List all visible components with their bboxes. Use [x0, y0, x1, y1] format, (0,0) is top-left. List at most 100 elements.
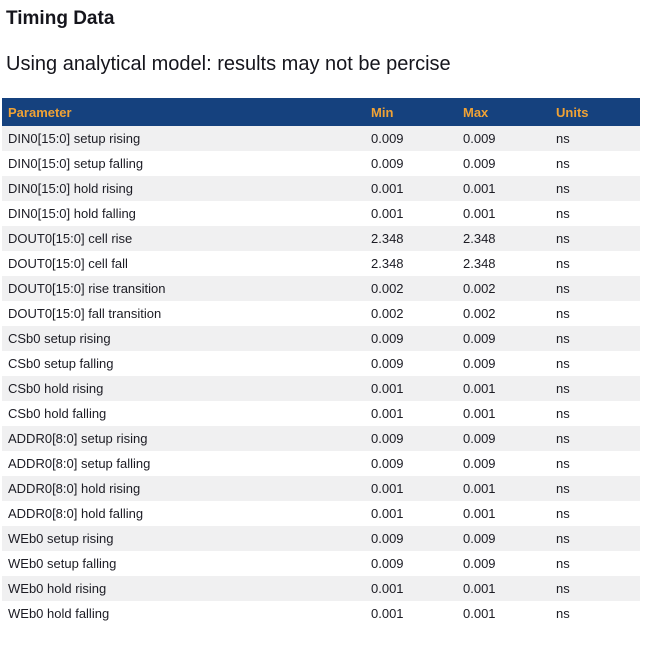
- cell-units: ns: [556, 531, 570, 546]
- cell-min: 0.009: [371, 456, 404, 471]
- table-row: WEb0 hold rising 0.001 0.001 ns: [2, 576, 640, 601]
- cell-units: ns: [556, 381, 570, 396]
- column-header-min: Min: [367, 98, 459, 126]
- cell-min: 0.002: [371, 306, 404, 321]
- cell-min: 0.001: [371, 381, 404, 396]
- cell-max: 0.001: [463, 406, 496, 421]
- cell-max: 0.009: [463, 531, 496, 546]
- cell-units: ns: [556, 331, 570, 346]
- column-header-units: Units: [552, 98, 640, 126]
- cell-max: 0.001: [463, 181, 496, 196]
- table-row: CSb0 hold falling 0.001 0.001 ns: [2, 401, 640, 426]
- cell-parameter: ADDR0[8:0] hold falling: [8, 506, 144, 521]
- table-row: WEb0 setup falling 0.009 0.009 ns: [2, 551, 640, 576]
- cell-min: 0.009: [371, 531, 404, 546]
- cell-min: 0.001: [371, 506, 404, 521]
- cell-parameter: WEb0 hold falling: [8, 606, 110, 621]
- cell-units: ns: [556, 131, 570, 146]
- cell-units: ns: [556, 356, 570, 371]
- cell-max: 0.001: [463, 606, 496, 621]
- cell-min: 2.348: [371, 231, 404, 246]
- cell-min: 0.001: [371, 206, 404, 221]
- cell-max: 2.348: [463, 231, 496, 246]
- cell-parameter: ADDR0[8:0] setup falling: [8, 456, 151, 471]
- cell-max: 0.009: [463, 456, 496, 471]
- cell-min: 0.009: [371, 156, 404, 171]
- cell-min: 0.009: [371, 556, 404, 571]
- cell-max: 0.009: [463, 156, 496, 171]
- cell-parameter: WEb0 setup rising: [8, 531, 114, 546]
- cell-parameter: DIN0[15:0] setup rising: [8, 131, 141, 146]
- table-row: DIN0[15:0] setup falling 0.009 0.009 ns: [2, 151, 640, 176]
- column-header-max: Max: [459, 98, 552, 126]
- table-header-row: Parameter Min Max Units: [2, 98, 640, 126]
- cell-units: ns: [556, 231, 570, 246]
- cell-min: 0.001: [371, 606, 404, 621]
- cell-min: 0.009: [371, 356, 404, 371]
- cell-units: ns: [556, 256, 570, 271]
- cell-max: 0.009: [463, 556, 496, 571]
- column-header-parameter: Parameter: [2, 98, 367, 126]
- cell-units: ns: [556, 181, 570, 196]
- cell-parameter: CSb0 setup rising: [8, 331, 111, 346]
- table-row: DIN0[15:0] hold rising 0.001 0.001 ns: [2, 176, 640, 201]
- table-row: DOUT0[15:0] cell fall 2.348 2.348 ns: [2, 251, 640, 276]
- table-row: ADDR0[8:0] hold rising 0.001 0.001 ns: [2, 476, 640, 501]
- cell-units: ns: [556, 456, 570, 471]
- cell-parameter: DIN0[15:0] hold rising: [8, 181, 134, 196]
- cell-max: 0.002: [463, 281, 496, 296]
- cell-units: ns: [556, 581, 570, 596]
- cell-parameter: CSb0 hold rising: [8, 381, 104, 396]
- cell-min: 2.348: [371, 256, 404, 271]
- page-subtitle: Using analytical model: results may not …: [6, 53, 451, 75]
- cell-units: ns: [556, 606, 570, 621]
- table-row: CSb0 setup falling 0.009 0.009 ns: [2, 351, 640, 376]
- cell-units: ns: [556, 556, 570, 571]
- cell-units: ns: [556, 481, 570, 496]
- cell-max: 0.009: [463, 131, 496, 146]
- table-row: WEb0 hold falling 0.001 0.001 ns: [2, 601, 640, 626]
- cell-min: 0.009: [371, 131, 404, 146]
- cell-units: ns: [556, 406, 570, 421]
- cell-parameter: ADDR0[8:0] hold rising: [8, 481, 141, 496]
- cell-parameter: CSb0 setup falling: [8, 356, 114, 371]
- table-row: CSb0 hold rising 0.001 0.001 ns: [2, 376, 640, 401]
- table-row: ADDR0[8:0] hold falling 0.001 0.001 ns: [2, 501, 640, 526]
- cell-parameter: DOUT0[15:0] fall transition: [8, 306, 162, 321]
- cell-max: 0.002: [463, 306, 496, 321]
- table-row: DOUT0[15:0] cell rise 2.348 2.348 ns: [2, 226, 640, 251]
- cell-max: 0.009: [463, 431, 496, 446]
- cell-units: ns: [556, 506, 570, 521]
- cell-parameter: DIN0[15:0] hold falling: [8, 206, 136, 221]
- page-title: Timing Data: [6, 8, 115, 29]
- table-row: WEb0 setup rising 0.009 0.009 ns: [2, 526, 640, 551]
- cell-max: 2.348: [463, 256, 496, 271]
- cell-units: ns: [556, 431, 570, 446]
- cell-min: 0.009: [371, 331, 404, 346]
- cell-parameter: DIN0[15:0] setup falling: [8, 156, 144, 171]
- cell-parameter: ADDR0[8:0] setup rising: [8, 431, 148, 446]
- cell-min: 0.001: [371, 581, 404, 596]
- table-row: DOUT0[15:0] fall transition 0.002 0.002 ns: [2, 301, 640, 326]
- cell-parameter: WEb0 hold rising: [8, 581, 107, 596]
- cell-max: 0.001: [463, 381, 496, 396]
- cell-max: 0.001: [463, 581, 496, 596]
- cell-parameter: DOUT0[15:0] cell rise: [8, 231, 133, 246]
- cell-min: 0.002: [371, 281, 404, 296]
- cell-units: ns: [556, 281, 570, 296]
- table-body: DIN0[15:0] setup rising 0.009 0.009 ns DIN0[…: [2, 126, 640, 626]
- table-row: CSb0 setup rising 0.009 0.009 ns: [2, 326, 640, 351]
- cell-units: ns: [556, 306, 570, 321]
- table-row: DIN0[15:0] setup rising 0.009 0.009 ns: [2, 126, 640, 151]
- cell-min: 0.001: [371, 481, 404, 496]
- cell-parameter: DOUT0[15:0] cell fall: [8, 256, 128, 271]
- cell-max: 0.009: [463, 331, 496, 346]
- cell-max: 0.009: [463, 356, 496, 371]
- table-row: ADDR0[8:0] setup rising 0.009 0.009 ns: [2, 426, 640, 451]
- cell-parameter: DOUT0[15:0] rise transition: [8, 281, 166, 296]
- cell-parameter: CSb0 hold falling: [8, 406, 107, 421]
- table-row: DIN0[15:0] hold falling 0.001 0.001 ns: [2, 201, 640, 226]
- cell-max: 0.001: [463, 506, 496, 521]
- table-row: ADDR0[8:0] setup falling 0.009 0.009 ns: [2, 451, 640, 476]
